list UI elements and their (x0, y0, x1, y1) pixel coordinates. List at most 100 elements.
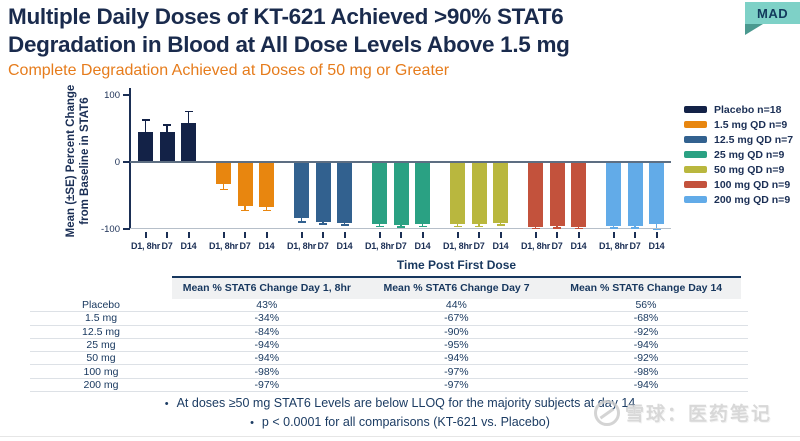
bar (528, 163, 543, 228)
x-tick (556, 232, 558, 238)
x-tick-label: D14 (492, 241, 509, 251)
table-header-rule (172, 276, 741, 278)
table-cell: -92% (633, 352, 659, 365)
error-bar (478, 224, 480, 226)
error-bar (378, 224, 381, 226)
x-tick (400, 232, 402, 238)
zero-baseline (130, 161, 671, 163)
table-row: 100 mg -98% -97% -98% (30, 365, 748, 379)
bar (393, 163, 409, 226)
table-header-day7: Mean % STAT6 Change Day 7 (383, 282, 530, 294)
error-bar (265, 207, 268, 210)
x-tick (166, 232, 168, 238)
error-bar-cap (397, 226, 405, 228)
x-tick (322, 232, 324, 238)
error-bar-cap (609, 227, 618, 229)
error-bar (322, 221, 324, 224)
x-tick (378, 232, 381, 238)
table-cell: -95% (444, 339, 469, 352)
x-tick-label: D14 (180, 241, 197, 251)
bar (337, 163, 352, 224)
bar (549, 163, 565, 227)
x-tick-label: D1, 8hr (364, 241, 395, 251)
error-bar-cap (631, 227, 639, 229)
x-tick (577, 232, 580, 238)
table-header-row: Mean % STAT6 Change Day 1, 8hr Mean % ST… (172, 278, 741, 299)
x-tick-label: D1, 8hr (130, 241, 161, 251)
watermark-text: 雪球：医药笔记 (625, 404, 773, 425)
legend-label: 12.5 mg QD n=7 (714, 133, 794, 146)
mad-badge-label: MAD (757, 5, 789, 21)
legend-item: 50 mg QD n=9 (684, 164, 793, 176)
row-label-cell: 1.5 mg (84, 312, 118, 325)
row-label-cell: 200 mg (83, 378, 119, 391)
x-tick (187, 232, 190, 238)
error-bar-cap (340, 224, 349, 226)
legend-item: 1.5 mg QD n=9 (684, 119, 793, 131)
error-bar-cap (184, 110, 193, 113)
error-bar-cap (453, 225, 462, 228)
bullet-icon: • (250, 416, 254, 429)
legend-item: 100 mg QD n=9 (684, 178, 793, 191)
legend-label: 25 mg QD n=9 (714, 148, 785, 161)
x-tick (244, 232, 246, 238)
table-row: 50 mg -94% -94% -92% (30, 352, 748, 366)
table-cell: -94% (254, 339, 280, 352)
x-tick-label: D14 (336, 241, 353, 251)
x-tick-label: D14 (258, 241, 275, 251)
x-tick (655, 232, 658, 238)
bar (471, 163, 487, 225)
mad-badge-fold-icon (745, 24, 763, 35)
error-bar (556, 226, 558, 228)
minus100-gridline (130, 228, 671, 229)
footnote-line: • p < 0.0001 for all comparisons (KT-621 … (0, 414, 800, 433)
table-row: 25 mg -94% -95% -94% (30, 339, 748, 353)
subtitle: Complete Degradation Achieved at Doses o… (8, 62, 450, 79)
row-label-cell: 100 mg (83, 365, 119, 378)
legend-label: 100 mg QD n=9 (714, 178, 791, 191)
y-tick-label: 100 (104, 89, 120, 101)
x-tick (456, 232, 459, 238)
bar (294, 163, 309, 218)
error-bar-cap (475, 225, 483, 228)
legend-item: 12.5 mg QD n=7 (684, 133, 794, 146)
error-bar-cap (553, 227, 561, 229)
table-row: 12.5 mg -84% -90% -92% (30, 326, 748, 339)
watermark: 雪球：医药笔记 (594, 399, 772, 426)
error-bar-cap (375, 225, 384, 228)
table-cell: -97% (444, 365, 469, 378)
table-cell: -98% (633, 365, 659, 378)
bar (571, 163, 586, 228)
table-cell: -34% (254, 312, 280, 325)
bar (649, 163, 664, 225)
bar (259, 163, 274, 208)
legend-label: 200 mg QD n=9 (714, 193, 791, 206)
x-tick-label: D1, 8hr (208, 241, 239, 251)
bar (372, 163, 387, 225)
page-title-line2: Degradation in Blood at All Dose Levels … (8, 32, 570, 57)
table-cell: -98% (254, 365, 280, 378)
bar (627, 163, 643, 227)
error-bar (222, 184, 225, 189)
error-bar-cap (574, 227, 583, 230)
legend-item: 25 mg QD n=9 (684, 148, 793, 161)
legend-swatch (684, 135, 707, 144)
error-bar (655, 224, 658, 229)
table-cell: -92% (633, 325, 659, 338)
footnote-line: • At doses ≥50 mg STAT6 Levels are below … (0, 395, 800, 414)
error-bar-cap (297, 221, 306, 223)
x-tick (634, 232, 636, 238)
table-cell: 56% (635, 299, 657, 312)
footnote-text: p < 0.0001 for all comparisons (KT-621 v… (261, 414, 550, 429)
table-cell: -68% (633, 312, 659, 325)
x-tick (300, 232, 303, 238)
error-bar (577, 227, 580, 228)
error-bar-cap (418, 225, 427, 228)
legend-swatch (684, 165, 707, 174)
error-bar (400, 225, 402, 227)
x-tick (421, 232, 424, 238)
error-bar (456, 224, 459, 226)
table-row: 200 mg -97% -97% -94% (30, 378, 748, 393)
table-cell: -67% (444, 312, 469, 325)
